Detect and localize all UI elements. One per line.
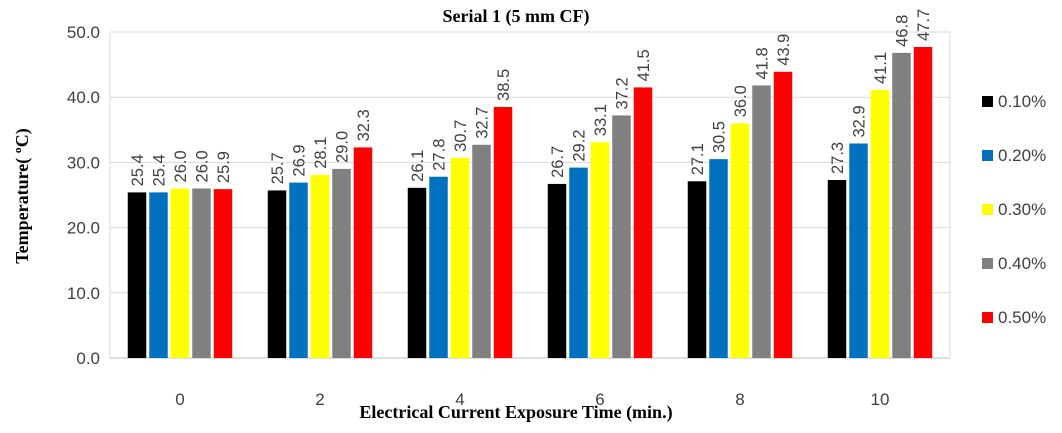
x-tick-label: 2 [315,390,324,409]
bar [590,142,610,358]
bar [827,180,847,358]
bar [773,71,793,358]
legend-swatch [982,204,993,215]
legend-swatch [982,96,993,107]
data-label: 47.7 [915,9,933,41]
data-label: 27.8 [431,139,449,171]
bar [913,46,933,358]
data-label: 41.1 [872,52,890,84]
x-tick-label: 0 [175,390,184,409]
bar [407,187,427,358]
bar [547,183,567,358]
bar [849,143,868,358]
y-tick-label: 20.0 [67,219,100,238]
bar [870,90,890,358]
bar [612,115,631,359]
bar [450,157,470,358]
data-label: 25.9 [215,151,233,183]
data-label: 26.7 [549,146,567,178]
bar [892,52,911,358]
x-axis-title: Electrical Current Exposure Time (min.) [359,402,672,423]
bar [289,182,308,358]
bars [127,46,933,359]
legend: 0.10% 0.20% 0.30% 0.40% 0.50% [982,92,1046,327]
bar [213,189,233,358]
data-label: 25.4 [151,154,169,186]
bar [569,167,588,358]
data-label: 30.7 [452,120,470,152]
legend-label: 0.50% [998,308,1046,327]
bar [752,85,771,359]
bar [493,106,513,358]
data-label: 29.0 [334,131,352,163]
bar [687,181,707,358]
bar [633,87,653,359]
bar [472,144,491,358]
x-tick-label: 8 [735,390,744,409]
bar [192,188,211,358]
chart-title: Serial 1 (5 mm CF) [443,6,590,27]
x-tick-label: 6 [595,390,604,409]
legend-label: 0.40% [998,254,1046,273]
bar [332,168,351,358]
y-tick-label: 40.0 [67,88,100,107]
bar [267,190,287,358]
bar [149,192,168,358]
data-label: 32.3 [355,109,373,141]
data-label: 26.0 [172,150,190,182]
data-label: 46.8 [894,15,912,47]
data-label: 26.9 [291,144,309,176]
bar [429,176,448,358]
x-tick-label: 4 [455,390,464,409]
data-label: 28.1 [312,137,330,169]
data-label: 32.7 [474,107,492,139]
data-label: 36.0 [732,85,750,117]
data-label: 26.0 [194,150,212,182]
data-label: 26.1 [409,150,427,182]
y-axis-title: Temperature( ºC) [12,128,33,263]
axes: 0.0 10.0 20.0 30.0 40.0 50.0 0 2 4 6 8 10 [67,23,890,409]
gridlines [109,31,951,359]
bar [170,188,190,358]
bar [709,159,728,358]
legend-swatch [982,258,993,269]
y-tick-label: 0.0 [76,349,100,368]
data-label: 41.5 [635,49,653,81]
bar [127,192,147,358]
data-label: 30.5 [711,121,729,153]
legend-swatch [982,312,993,323]
data-label: 25.7 [269,152,287,184]
bar [310,174,330,358]
data-label: 29.2 [571,129,589,161]
data-label: 27.1 [689,143,707,175]
data-label: 27.3 [829,142,847,174]
legend-label: 0.30% [998,200,1046,219]
data-label: 41.8 [754,47,772,79]
y-tick-label: 50.0 [67,23,100,42]
y-tick-label: 10.0 [67,284,100,303]
data-label: 32.9 [851,105,869,137]
bar [353,147,373,358]
legend-label: 0.10% [998,92,1046,111]
x-tick-label: 10 [871,390,890,409]
bar [730,123,750,358]
data-label: 38.5 [495,69,513,101]
data-labels: 25.4 25.4 26.0 26.0 25.9 25.7 26.9 28.1 29.032.3… [129,9,933,187]
legend-swatch [982,150,993,161]
data-label: 37.2 [614,77,632,109]
y-tick-label: 30.0 [67,153,100,172]
data-label: 33.1 [592,104,610,136]
legend-label: 0.20% [998,146,1046,165]
data-label: 25.4 [129,154,147,186]
data-label: 43.9 [775,34,793,66]
